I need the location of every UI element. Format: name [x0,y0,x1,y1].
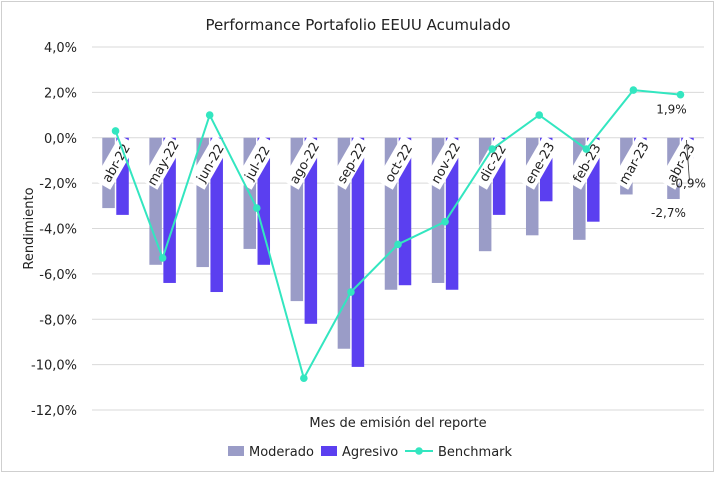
chart-title: Performance Portafolio EEUU Acumulado [205,16,510,34]
bar-agresivo [445,137,459,290]
bar-agresivo [210,137,223,293]
y-tick-label: -12,0% [31,404,77,419]
x-tick-label-bg [564,135,608,190]
benchmark-point [582,145,591,153]
x-tick-label-bg [658,135,702,190]
benchmark-point [676,90,685,99]
benchmark-point [111,127,120,135]
x-tick-label-bg [329,135,372,190]
bar-agresivo [304,137,318,324]
legend-label-benchmark: Benchmark [438,445,513,460]
x-tick-label-bg [282,135,325,190]
x-axis-label: Mes de emisión del reporte [309,416,486,431]
bar-agresivo [351,137,365,367]
data-label-moderado: -2,7% [651,206,686,220]
y-tick-label: 2,0% [44,86,77,101]
benchmark-point [394,240,402,249]
legend-swatch-agresivo [321,446,337,456]
y-tick-label: 0,0% [44,132,77,147]
benchmark-point [629,86,638,94]
benchmark-point [488,145,496,153]
y-tick-label: -6,0% [39,268,77,283]
benchmark-point [441,217,449,226]
x-tick-label-bg [517,135,561,190]
x-tick-label-bg [140,135,184,190]
bar-agresivo [398,137,412,286]
benchmark-point [535,111,544,119]
x-tick-label-bg [470,135,513,190]
x-tick-label-bg [376,135,419,190]
y-tick-label: 4,0% [44,41,77,56]
benchmark-point [300,374,308,383]
benchmark-point [158,254,167,262]
legend-swatch-moderado [228,446,244,456]
benchmark-point [205,111,214,119]
x-tick-label-bg [423,135,466,190]
y-tick-label: -2,0% [39,177,77,192]
legend-marker-benchmark [415,447,423,455]
legend-label-moderado: Moderado [249,445,314,460]
benchmark-point [347,288,355,296]
y-axis-label: Rendimiento [22,187,37,269]
y-tick-label: -8,0% [39,313,77,328]
y-tick-label: -10,0% [31,359,77,374]
x-tick-label-bg [235,135,278,190]
legend-label-agresivo: Agresivo [342,445,398,460]
benchmark-point [252,204,261,212]
y-tick-label: -4,0% [39,223,77,238]
data-label-leader [686,139,690,181]
x-tick-label-bg [188,135,231,190]
data-label-agresivo: -0,9% [671,177,706,191]
data-label-benchmark: 1,9% [656,103,687,117]
chart-border [1,1,714,472]
bar-moderado [337,137,351,349]
x-tick-label-bg [93,135,137,190]
x-tick-label-bg [611,135,655,190]
